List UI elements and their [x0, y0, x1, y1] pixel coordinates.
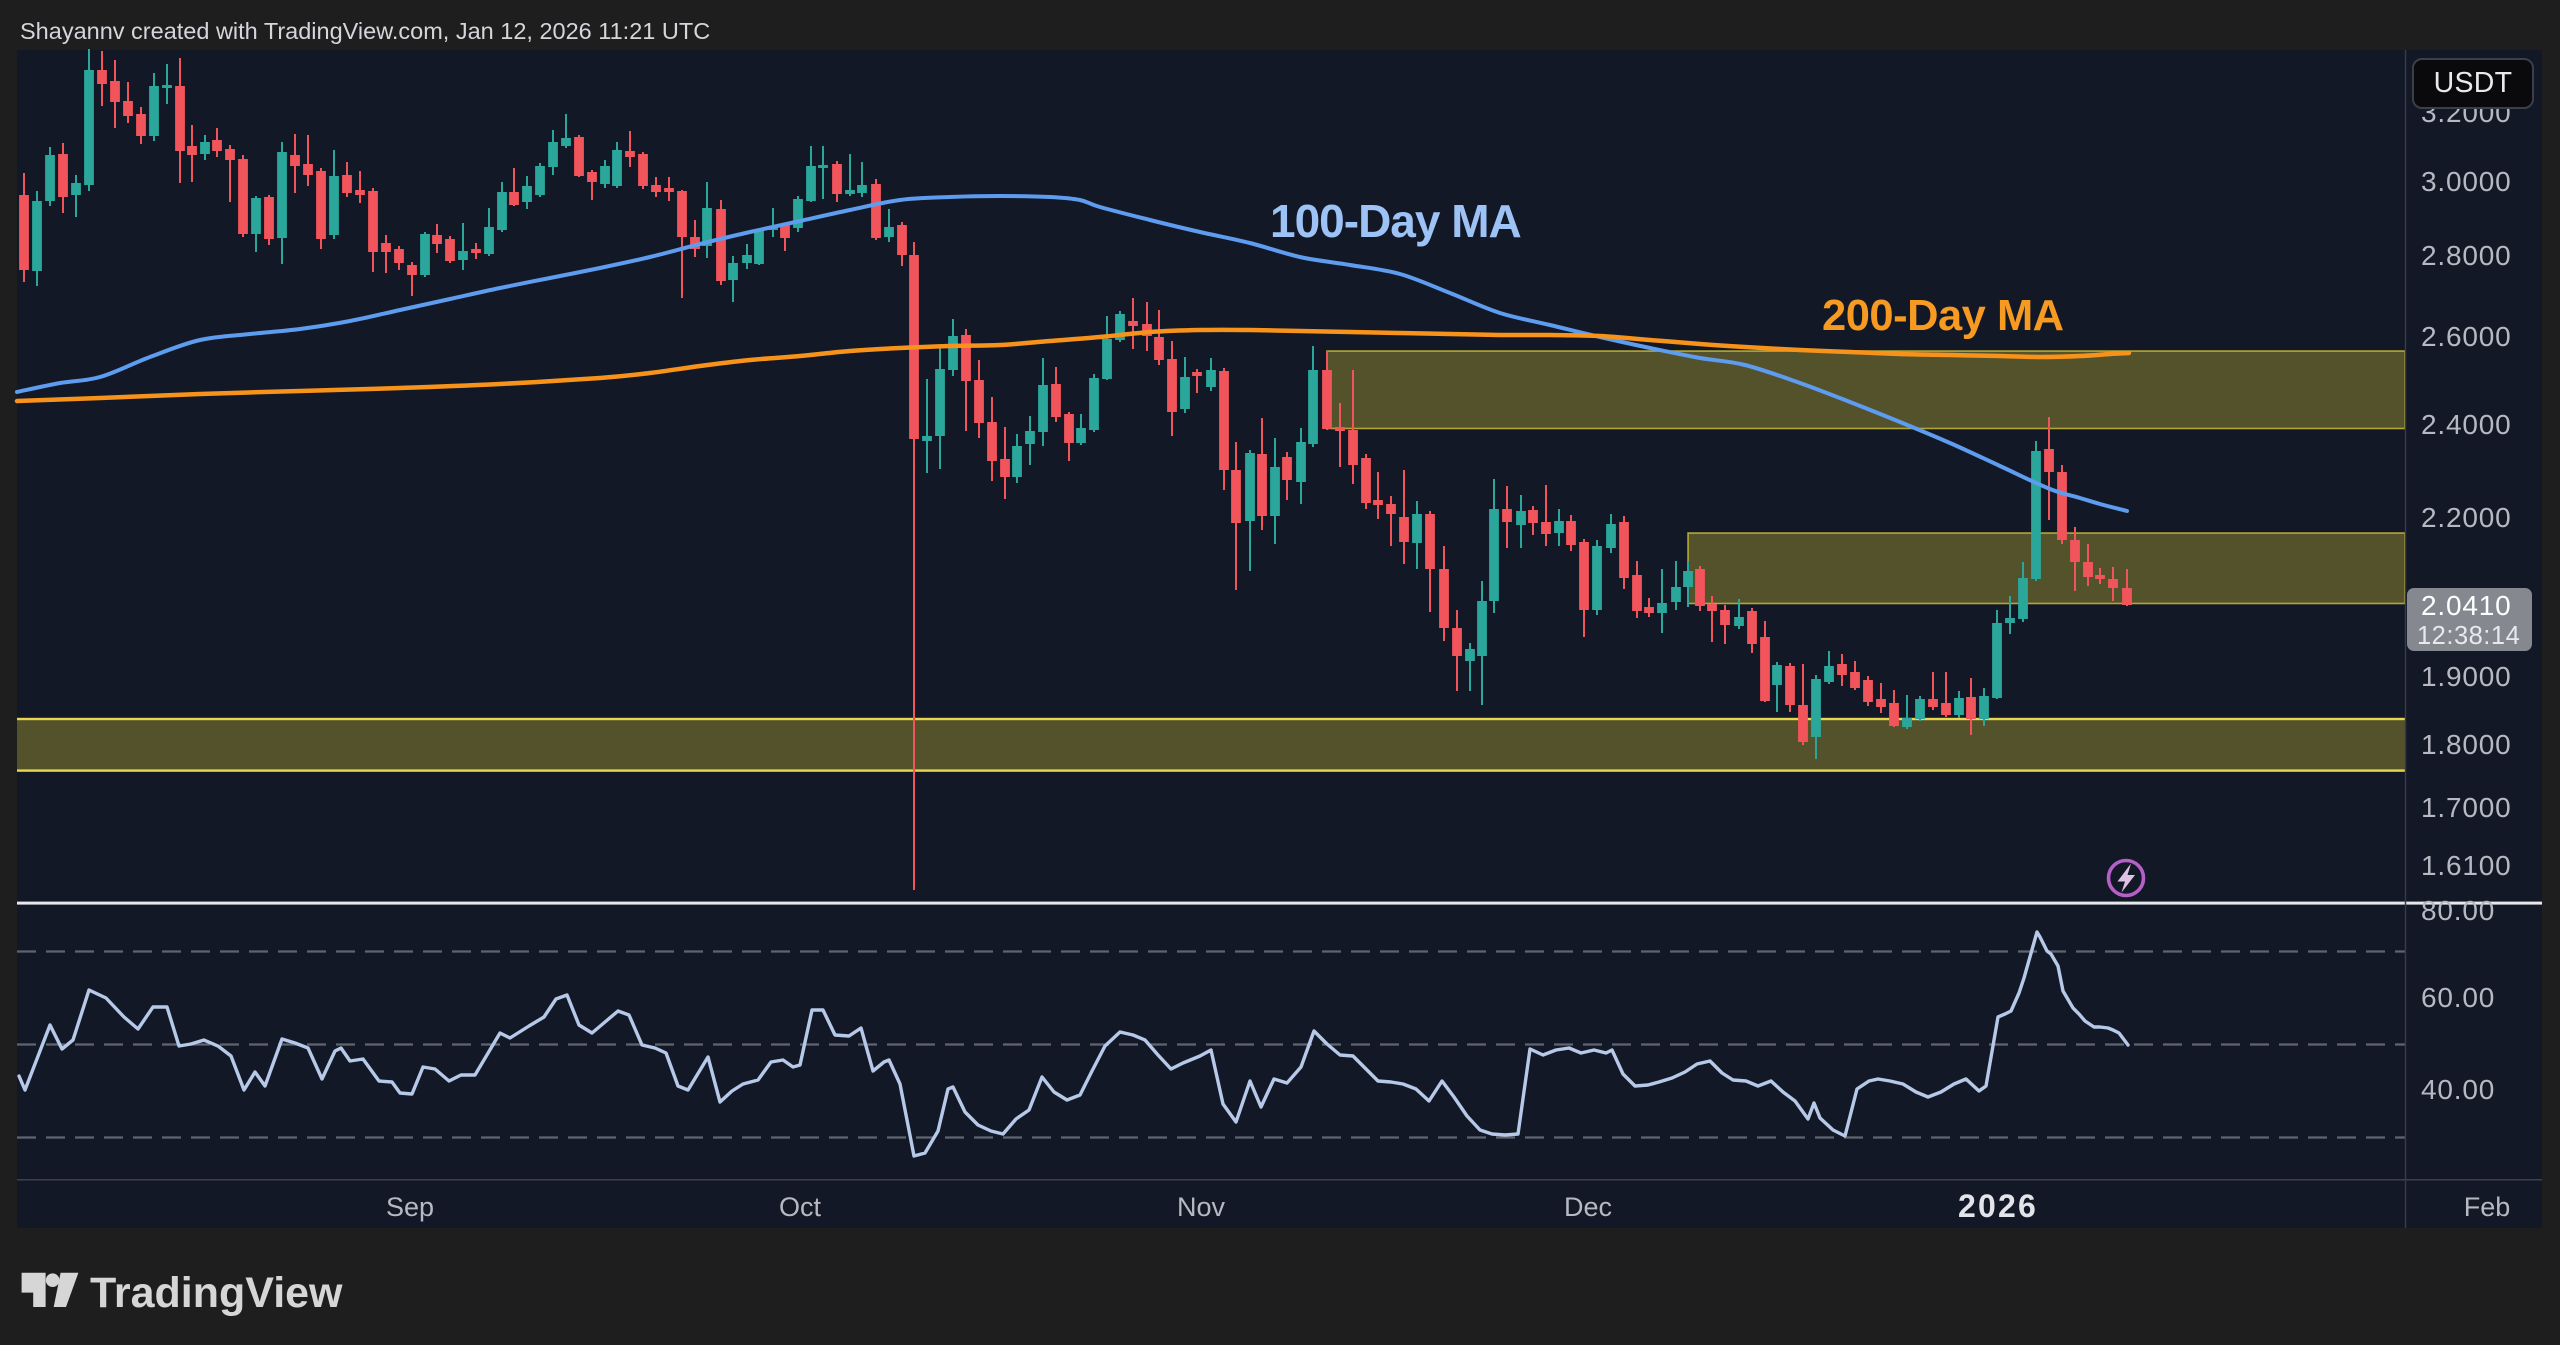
svg-text:1.6100: 1.6100	[2421, 850, 2511, 881]
svg-text:USDT: USDT	[2434, 67, 2513, 99]
svg-text:3.0000: 3.0000	[2421, 166, 2511, 197]
svg-text:TradingView: TradingView	[90, 1269, 343, 1317]
svg-text:40.00: 40.00	[2421, 1074, 2495, 1105]
svg-text:2.2000: 2.2000	[2421, 502, 2511, 533]
svg-text:Oct: Oct	[779, 1192, 822, 1222]
svg-text:2.6000: 2.6000	[2421, 321, 2511, 352]
svg-text:1.9000: 1.9000	[2421, 661, 2511, 692]
svg-text:200-Day MA: 200-Day MA	[1822, 292, 2064, 340]
svg-text:12:38:14: 12:38:14	[2417, 622, 2520, 650]
svg-text:Nov: Nov	[1177, 1192, 1226, 1222]
svg-text:Shayannv created with TradingV: Shayannv created with TradingView.com, J…	[20, 18, 710, 44]
svg-text:Sep: Sep	[386, 1192, 434, 1222]
svg-text:80.00: 80.00	[2421, 895, 2495, 926]
svg-text:100-Day MA: 100-Day MA	[1270, 195, 1521, 247]
svg-text:Feb: Feb	[2464, 1192, 2511, 1222]
svg-text:60.00: 60.00	[2421, 982, 2495, 1013]
svg-text:2.8000: 2.8000	[2421, 240, 2511, 271]
svg-text:1.8000: 1.8000	[2421, 729, 2511, 760]
svg-text:2026: 2026	[1958, 1188, 2038, 1224]
svg-text:1.7000: 1.7000	[2421, 792, 2511, 823]
svg-text:2.0410: 2.0410	[2421, 590, 2511, 621]
svg-text:2.4000: 2.4000	[2421, 409, 2511, 440]
svg-text:Dec: Dec	[1564, 1192, 1612, 1222]
